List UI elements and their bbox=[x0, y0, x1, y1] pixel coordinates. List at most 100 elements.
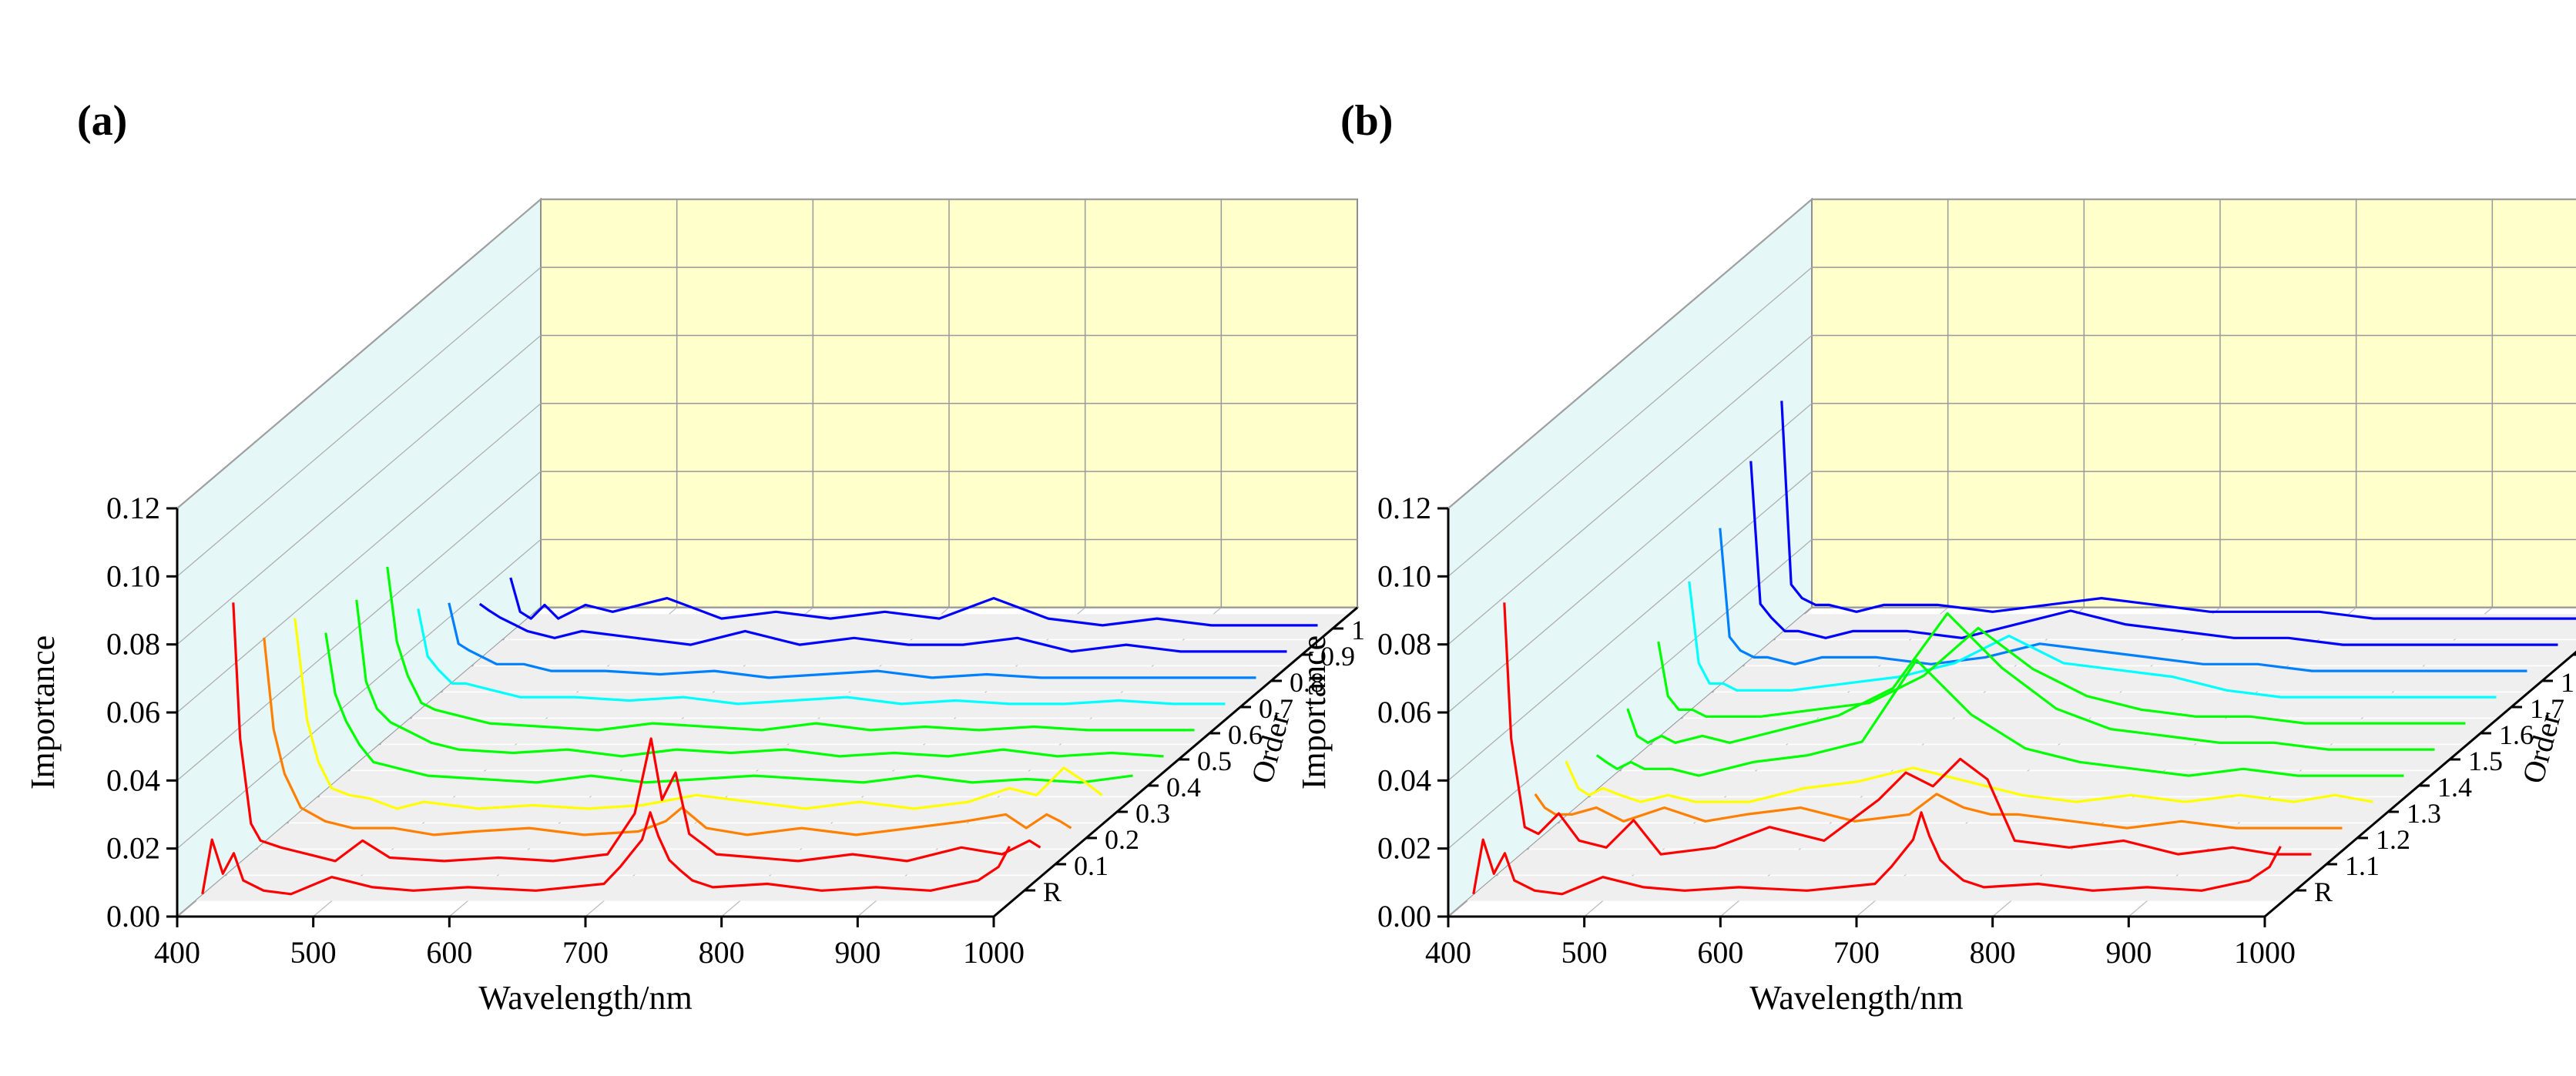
x-tick-label: 700 bbox=[562, 935, 609, 970]
series-band bbox=[1621, 745, 2467, 770]
x-tick-label: 600 bbox=[1697, 935, 1743, 970]
order-tick-label: 0.3 bbox=[1135, 798, 1170, 829]
y-tick-label: 0.08 bbox=[106, 627, 160, 662]
series-band bbox=[1652, 719, 2497, 744]
panel-label: (b) bbox=[1340, 97, 1393, 145]
order-tick-label: 1.7 bbox=[2530, 693, 2564, 724]
y-tick-label: 0.04 bbox=[106, 763, 160, 797]
series-line-1.6 bbox=[1657, 626, 2466, 725]
grid-line bbox=[1447, 266, 1813, 577]
x-axis-title: Wavelength/nm bbox=[478, 979, 693, 1017]
y-tick-label: 0.02 bbox=[1377, 831, 1431, 866]
order-tick-label: 0.6 bbox=[1228, 719, 1263, 750]
grid-line bbox=[1447, 539, 1813, 850]
y-tick-label: 0.12 bbox=[1377, 491, 1431, 525]
grid-line bbox=[1447, 335, 1813, 645]
y-tick-label: 0.02 bbox=[106, 831, 160, 866]
y-tick-label: 0.04 bbox=[1377, 763, 1431, 797]
y-axis-title: Importance bbox=[24, 635, 62, 789]
y-tick-label: 0.00 bbox=[106, 899, 160, 934]
series-line-0.1 bbox=[232, 602, 1041, 863]
series-band bbox=[1682, 692, 2528, 718]
series-line-0.8 bbox=[448, 602, 1256, 679]
y-tick-label: 0.10 bbox=[106, 558, 160, 593]
order-tick-label: 1.8 bbox=[2561, 667, 2576, 698]
grid-line bbox=[1447, 403, 1813, 713]
series-line-0.4 bbox=[324, 632, 1133, 784]
order-tick-label: 0.4 bbox=[1166, 772, 1201, 803]
x-tick-label: 1000 bbox=[2234, 935, 2296, 970]
grid-line bbox=[176, 266, 542, 577]
y-tick-label: 0.10 bbox=[1377, 558, 1431, 593]
y-tick-label: 0.06 bbox=[106, 695, 160, 729]
series-line-1.1 bbox=[1503, 602, 2312, 856]
series-band bbox=[196, 876, 1041, 901]
series-band bbox=[1744, 640, 2576, 665]
series-band bbox=[381, 719, 1226, 744]
grid-line bbox=[176, 199, 542, 509]
x-tick-label: 900 bbox=[2105, 935, 2152, 970]
x-tick-label: 600 bbox=[426, 935, 472, 970]
z-axis bbox=[2264, 650, 2576, 918]
series-band bbox=[1713, 666, 2559, 692]
y-tick-label: 0.08 bbox=[1377, 627, 1431, 662]
y-tick-label: 0.06 bbox=[1377, 695, 1431, 729]
order-tick-label: 0.5 bbox=[1197, 746, 1232, 776]
x-tick-label: 1000 bbox=[963, 935, 1025, 970]
order-tick-label: 1.2 bbox=[2376, 824, 2410, 855]
grid-line bbox=[1447, 199, 1813, 509]
series-band bbox=[442, 666, 1288, 692]
order-tick-label: 0.8 bbox=[1290, 667, 1324, 698]
series-line-1.2 bbox=[1534, 793, 2343, 830]
panel-label: (a) bbox=[77, 97, 127, 145]
grid-line bbox=[176, 403, 542, 713]
series-band bbox=[1467, 876, 2313, 901]
order-tick-label: 1.6 bbox=[2499, 719, 2534, 750]
x-tick-label: 900 bbox=[834, 935, 880, 970]
series-line-1.3 bbox=[1565, 760, 2373, 803]
series-band bbox=[350, 745, 1196, 770]
series-line-2 bbox=[1780, 401, 2576, 620]
chart-panel-b: 0.00 0.02 0.04 0.06 0.08 0.10 0.12 400 500 600 700… bbox=[1295, 97, 2576, 1017]
order-tick-label: 1.3 bbox=[2407, 798, 2441, 829]
series-band bbox=[1775, 614, 2576, 639]
order-tick-label: 1 bbox=[1351, 615, 1365, 645]
series-line-0.6 bbox=[386, 566, 1195, 732]
order-tick-label: 1.1 bbox=[2345, 850, 2380, 881]
series-band bbox=[319, 771, 1165, 796]
x-tick-label: 500 bbox=[290, 935, 337, 970]
series-line-1.8 bbox=[1719, 528, 2527, 672]
order-tick-label: 0.7 bbox=[1259, 693, 1293, 724]
series-line-0.2 bbox=[263, 637, 1072, 836]
x-tick-label: 400 bbox=[154, 935, 200, 970]
series-line-1.9 bbox=[1749, 461, 2558, 646]
order-tick-label: 1.4 bbox=[2437, 772, 2472, 803]
series-band bbox=[411, 692, 1257, 718]
series-band bbox=[1498, 850, 2343, 875]
chart-panel-a: 0.00 0.02 0.04 0.06 0.08 0.10 0.12 400 500 600 700… bbox=[24, 97, 1365, 1017]
series-line-0.9 bbox=[478, 602, 1287, 653]
order-tick-label: 0.1 bbox=[1074, 850, 1109, 881]
order-tick-label: 0.2 bbox=[1105, 824, 1139, 855]
series-line-0.3 bbox=[293, 618, 1103, 810]
grid-line bbox=[176, 335, 542, 645]
x-tick-label: 800 bbox=[1970, 935, 2016, 970]
series-line-1.4 bbox=[1595, 659, 2404, 777]
series-line-1.5 bbox=[1626, 612, 2435, 751]
x-tick-label: 400 bbox=[1425, 935, 1471, 970]
series-band bbox=[288, 797, 1134, 823]
grid-line bbox=[176, 539, 542, 850]
x-axis-title: Wavelength/nm bbox=[1749, 979, 1964, 1017]
series-line-R bbox=[1472, 811, 2282, 896]
order-tick-label: 0.9 bbox=[1320, 641, 1355, 672]
series-band bbox=[226, 850, 1072, 875]
x-tick-label: 800 bbox=[699, 935, 745, 970]
x-tick-label: 700 bbox=[1833, 935, 1880, 970]
series-band bbox=[1559, 797, 2405, 823]
series-line-1 bbox=[509, 577, 1318, 627]
order-tick-label: 1.5 bbox=[2468, 746, 2503, 776]
order-tick-label: R bbox=[1043, 877, 1062, 907]
y-tick-label: 0.00 bbox=[1377, 899, 1431, 934]
series-line-R bbox=[201, 811, 1011, 896]
